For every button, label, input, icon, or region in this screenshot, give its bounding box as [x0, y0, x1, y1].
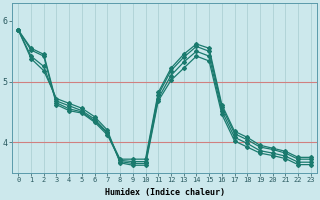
- X-axis label: Humidex (Indice chaleur): Humidex (Indice chaleur): [105, 188, 225, 197]
